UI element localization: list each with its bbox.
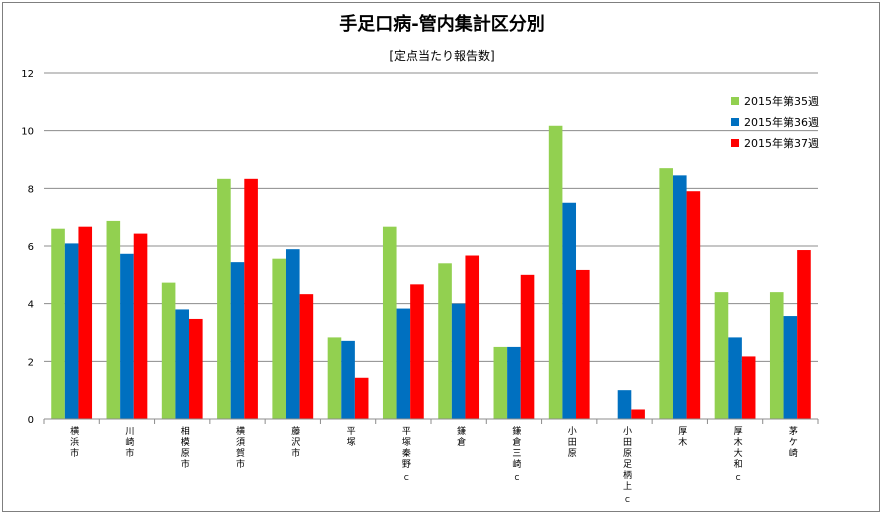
legend-swatch [731, 97, 739, 105]
bar [493, 346, 508, 419]
bar [507, 346, 521, 419]
x-tick-sublabel: C [514, 474, 519, 482]
bar [161, 282, 176, 419]
x-tick-sublabel: C [404, 474, 409, 482]
bar [354, 377, 369, 419]
legend-swatch [731, 118, 739, 126]
bar [382, 226, 397, 419]
x-tick-sublabel: C [625, 496, 630, 504]
x-tick-label: 小田原 [568, 426, 577, 459]
bar [78, 226, 93, 419]
x-tick-label: 厚木大和 [734, 426, 743, 470]
x-tick-label: 横浜市 [70, 425, 79, 459]
bar [769, 292, 784, 419]
x-tick-label: 茅ケ崎 [789, 426, 798, 459]
x-tick-label: 横須賀市 [236, 425, 245, 470]
bar [396, 308, 411, 419]
category-labels: 横浜市 川崎市 相模原市 横須賀市 藤沢市 平塚 平塚秦野 C 鎌倉 鎌倉三崎 C 小田原 小田原足柄上… [70, 425, 798, 504]
x-tick-label: 平塚 [347, 426, 356, 448]
bar [659, 168, 673, 419]
bar [576, 269, 590, 419]
x-tick-label: 藤沢市 [291, 425, 300, 459]
bar [617, 390, 632, 419]
y-tick-label: 4 [28, 300, 34, 311]
bar [217, 178, 231, 419]
y-tick-label: 0 [28, 415, 34, 426]
chart-subtitle: [定点当たり報告数] [389, 48, 494, 63]
bar [410, 284, 424, 419]
x-tick-label: 小田原足柄上 [623, 426, 632, 492]
bar [299, 294, 314, 419]
bars [51, 125, 811, 419]
bar [451, 303, 466, 419]
y-tick-label: 12 [21, 69, 34, 80]
bar [741, 356, 756, 419]
bar [465, 255, 480, 419]
bar [120, 253, 134, 419]
legend-entry: 2015年第37週 [744, 136, 819, 150]
bar [631, 409, 645, 419]
legend-entry: 2015年第36週 [744, 115, 819, 129]
y-axis-ticks: 0 2 4 6 8 10 12 [21, 69, 34, 426]
bar [438, 263, 452, 419]
x-tick-sublabel: C [736, 474, 741, 482]
legend-swatch [731, 139, 739, 147]
x-tick-label: 厚木 [678, 426, 687, 448]
x-tick-label: 平塚秦野 [402, 426, 411, 470]
bar [672, 175, 687, 419]
bar [272, 258, 286, 419]
y-tick-label: 6 [28, 242, 34, 253]
bar [230, 262, 245, 419]
y-tick-label: 10 [21, 127, 34, 138]
bar [797, 250, 811, 419]
bar [520, 274, 535, 419]
bar [175, 309, 190, 419]
legend-entry: 2015年第35週 [744, 94, 819, 108]
x-tick-label: 鎌倉 [457, 425, 466, 448]
bar [51, 228, 65, 419]
bar [714, 292, 729, 419]
bar [562, 202, 577, 419]
bar [783, 316, 798, 419]
legend: 2015年第35週 2015年第36週 2015年第37週 [731, 94, 819, 150]
bar [728, 337, 742, 419]
bar [189, 318, 203, 419]
y-tick-label: 2 [28, 357, 34, 368]
x-tick-label: 相模原市 [181, 425, 190, 470]
bar [548, 125, 563, 419]
bar [244, 178, 258, 419]
bar [285, 249, 300, 419]
bar [327, 337, 342, 419]
gridlines [44, 72, 818, 362]
chart-title: 手足口病-管内集計区分別 [339, 13, 544, 35]
bar [106, 220, 121, 419]
bar [64, 243, 79, 419]
bar [341, 340, 355, 419]
x-tick-label: 鎌倉三崎 [512, 425, 521, 470]
x-tick-label: 川崎市 [125, 427, 134, 459]
x-axis [43, 418, 819, 424]
bar [686, 191, 701, 419]
y-tick-label: 8 [28, 184, 34, 195]
bar [133, 233, 148, 419]
